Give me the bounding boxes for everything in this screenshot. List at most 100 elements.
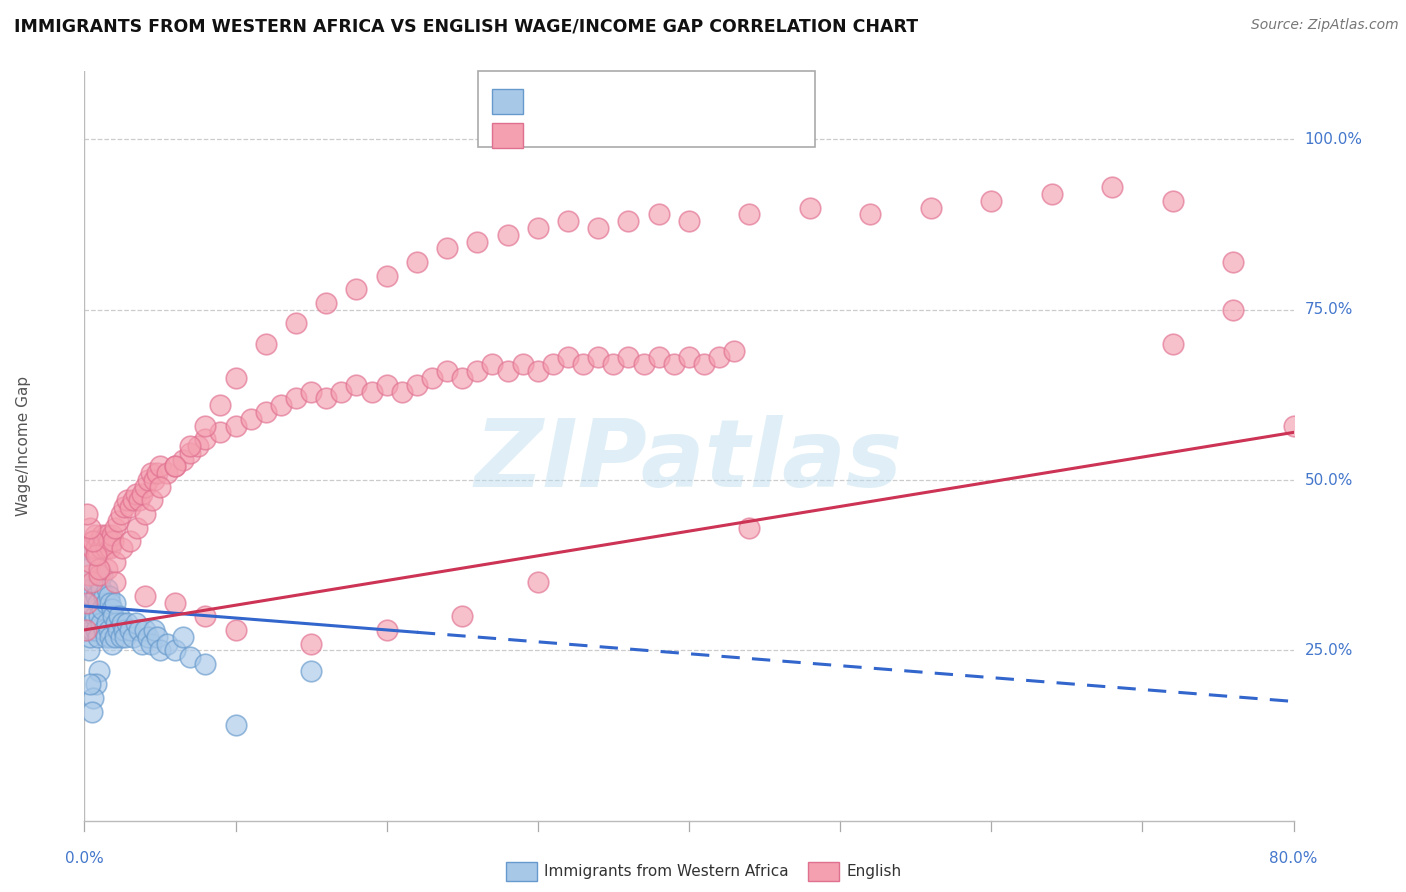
Point — [89, 609, 111, 624]
Text: R =  0.482   N = 133: R = 0.482 N = 133 — [534, 128, 717, 144]
Text: Source: ZipAtlas.com: Source: ZipAtlas.com — [1251, 18, 1399, 32]
Point — [254, 405, 277, 419]
Point — [139, 467, 162, 481]
Point — [738, 521, 761, 535]
Point — [588, 221, 610, 235]
Point — [104, 630, 127, 644]
Point — [1040, 186, 1063, 201]
Point — [165, 459, 187, 474]
Point — [86, 548, 108, 562]
Point — [82, 534, 104, 549]
Point — [104, 521, 127, 535]
Point — [105, 616, 128, 631]
Point — [76, 596, 98, 610]
Point — [617, 214, 640, 228]
Text: 100.0%: 100.0% — [1305, 132, 1362, 147]
Point — [118, 500, 141, 515]
Point — [118, 534, 141, 549]
Point — [239, 411, 262, 425]
Point — [481, 357, 503, 371]
Point — [93, 589, 115, 603]
Point — [134, 507, 156, 521]
Point — [76, 507, 98, 521]
Point — [617, 351, 640, 365]
Point — [920, 201, 942, 215]
Point — [136, 473, 159, 487]
Point — [299, 664, 322, 678]
Point — [225, 371, 247, 385]
Point — [738, 207, 761, 221]
Point — [93, 534, 115, 549]
Point — [346, 282, 368, 296]
Point — [165, 643, 187, 657]
Text: 25.0%: 25.0% — [1305, 643, 1353, 657]
Point — [1222, 255, 1244, 269]
Point — [104, 555, 127, 569]
Point — [89, 561, 111, 575]
Point — [80, 589, 103, 603]
Point — [80, 705, 103, 719]
Point — [360, 384, 382, 399]
Point — [149, 480, 172, 494]
Text: 80.0%: 80.0% — [1270, 851, 1317, 866]
Point — [112, 500, 135, 515]
Point — [723, 343, 745, 358]
Point — [112, 623, 135, 637]
Point — [79, 677, 101, 691]
Point — [572, 357, 595, 371]
Point — [436, 242, 458, 256]
Point — [90, 616, 112, 631]
Point — [80, 623, 103, 637]
Text: Immigrants from Western Africa: Immigrants from Western Africa — [544, 864, 789, 879]
Point — [79, 521, 101, 535]
Point — [125, 486, 148, 500]
Point — [98, 596, 121, 610]
Point — [315, 392, 337, 406]
Point — [496, 364, 519, 378]
Point — [225, 718, 247, 732]
Point — [225, 418, 247, 433]
Point — [194, 432, 217, 446]
Point — [121, 630, 143, 644]
Point — [107, 514, 129, 528]
Point — [90, 582, 112, 596]
Point — [108, 609, 131, 624]
Point — [602, 357, 624, 371]
Point — [299, 384, 322, 399]
Point — [209, 425, 232, 440]
Point — [172, 452, 194, 467]
Point — [110, 630, 132, 644]
Point — [96, 582, 118, 596]
Point — [299, 636, 322, 650]
Point — [467, 364, 489, 378]
Point — [1161, 194, 1184, 208]
Point — [111, 616, 134, 631]
Point — [1222, 302, 1244, 317]
Point — [391, 384, 413, 399]
Point — [136, 630, 159, 644]
Point — [527, 364, 550, 378]
Point — [97, 623, 120, 637]
Point — [527, 221, 550, 235]
Point — [86, 623, 108, 637]
Point — [179, 650, 201, 665]
Point — [82, 534, 104, 549]
Point — [799, 201, 821, 215]
Point — [86, 589, 108, 603]
Point — [89, 664, 111, 678]
Point — [270, 398, 292, 412]
Point — [93, 623, 115, 637]
Point — [179, 439, 201, 453]
Point — [165, 596, 187, 610]
Point — [375, 623, 398, 637]
Point — [118, 623, 141, 637]
Point — [375, 268, 398, 283]
Point — [97, 534, 120, 549]
Point — [588, 351, 610, 365]
Point — [121, 493, 143, 508]
Point — [194, 609, 217, 624]
Point — [87, 548, 110, 562]
Point — [156, 467, 179, 481]
Point — [77, 541, 100, 556]
Point — [107, 623, 129, 637]
